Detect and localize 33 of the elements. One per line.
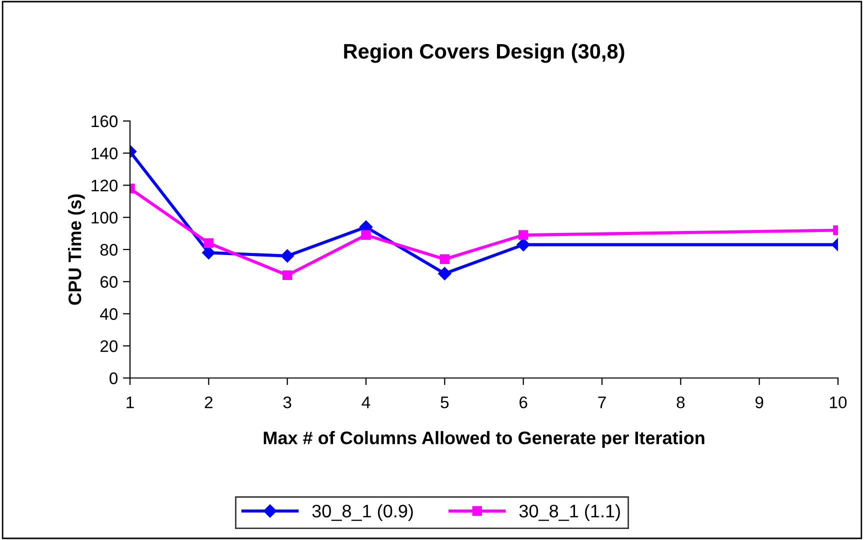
x-tick-label: 9 <box>755 396 764 408</box>
point <box>282 270 292 280</box>
y-axis-title: CPU Time (s) <box>68 194 85 305</box>
point <box>438 267 452 280</box>
y-tick-label: 20 <box>100 340 118 352</box>
y-tick-label: 60 <box>100 276 118 288</box>
y-tick-label: 0 <box>110 372 118 384</box>
x-tick-label: 3 <box>283 396 292 408</box>
y-tick-label: 120 <box>92 180 118 192</box>
y-tick-label: 40 <box>100 308 118 320</box>
point <box>202 246 216 260</box>
legend-label: 30_8_1 (1.1) <box>519 504 620 522</box>
y-tick-label: 160 <box>92 115 118 128</box>
x-axis-title: Max # of Columns Allowed to Generate per Iteration <box>264 431 704 448</box>
x-tick-label: 1 <box>126 396 134 408</box>
point <box>516 238 530 252</box>
point <box>518 230 528 240</box>
x-tick-label: 6 <box>520 396 528 408</box>
x-tick-label: 8 <box>676 396 685 408</box>
y-tick-label: 140 <box>92 148 118 160</box>
x-tick-label: 2 <box>204 396 212 408</box>
x-tick-label: 5 <box>440 396 449 408</box>
y-tick-label: 100 <box>92 212 118 224</box>
chart-title: Region Covers Design (30,8) <box>344 43 624 63</box>
point <box>280 249 294 263</box>
point <box>361 230 371 240</box>
x-tick-label: 7 <box>598 396 606 408</box>
x-tick-label: 4 <box>362 396 370 408</box>
point <box>204 238 214 248</box>
legend-label: 30_8_1 (0.9) <box>312 504 413 522</box>
point <box>440 254 450 264</box>
y-tick-label: 80 <box>100 244 118 256</box>
x-tick-label: 10 <box>830 396 847 408</box>
